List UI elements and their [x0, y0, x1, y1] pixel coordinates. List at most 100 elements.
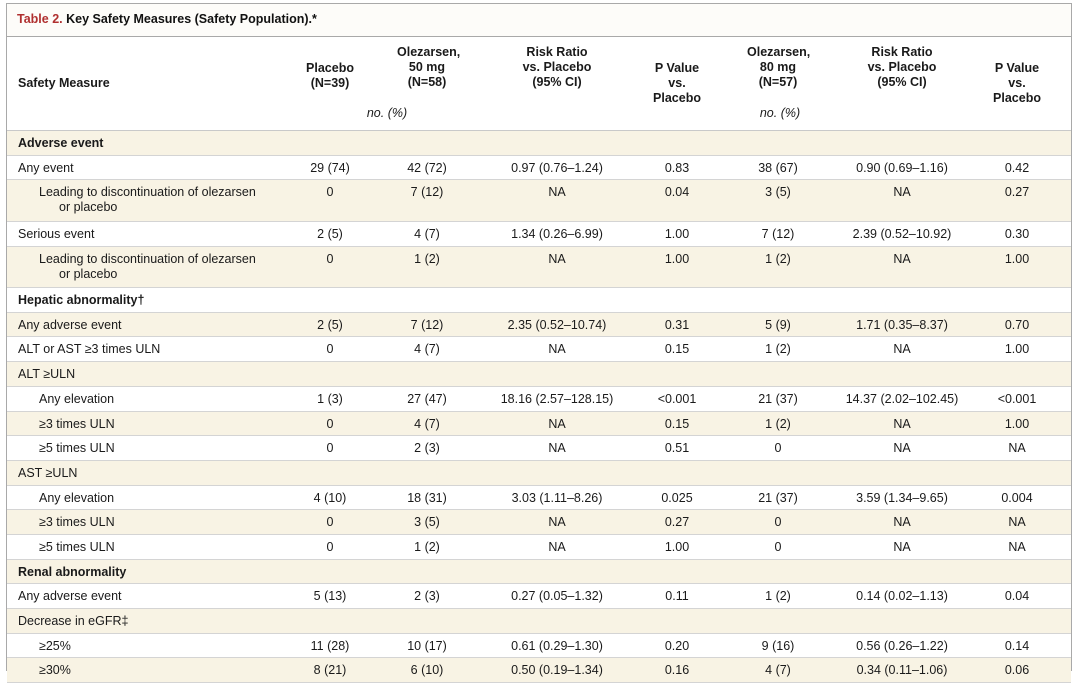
table-cell: 11 (28) [310, 638, 350, 653]
table-cell: 0.025 [661, 490, 693, 505]
table-cell: 3 (5) [765, 185, 791, 200]
table-cell: NA [548, 539, 566, 554]
table-cell: NA [893, 539, 911, 554]
table-number: Table 2. [17, 12, 63, 26]
table-cell: 0 [774, 441, 782, 456]
row-label: Leading to discontinuation of olezarsen o… [39, 185, 256, 215]
table-cell: 14.37 (2.02–102.45) [845, 391, 959, 406]
table-cell: 0 [326, 251, 334, 266]
table-cell: NA [893, 515, 911, 530]
table-cell: 1 (2) [765, 589, 791, 604]
table-cell: 2.35 (0.52–10.74) [507, 317, 607, 332]
table-cell: 0.14 [1004, 638, 1030, 653]
table-cell: 9 (16) [761, 638, 795, 653]
row-label: Any event [18, 160, 74, 175]
table-row: Hepatic abnormality† [7, 288, 1071, 313]
table-cell: 8 (21) [313, 663, 347, 678]
table-row: ≥5 times ULN 0 2 (3) NA 0.51 0 NA NA [7, 436, 1071, 461]
table-cell: 0.97 (0.76–1.24) [511, 160, 603, 175]
table-cell: 6 (10) [410, 663, 444, 678]
table-cell: <0.001 [657, 391, 697, 406]
table-row: AST ≥ULN [7, 460, 1071, 486]
col-header-placebo: Placebo (N=39) [306, 61, 354, 90]
table-cell: 1.00 [1004, 342, 1030, 357]
table-cell: 3.59 (1.34–9.65) [856, 490, 948, 505]
table-cell: NA [893, 185, 911, 200]
table-cell: 4 (7) [414, 416, 440, 431]
table-cell: 0.14 (0.02–1.13) [856, 589, 948, 604]
table-cell: 18.16 (2.57–128.15) [500, 391, 614, 406]
table-cell: 0.70 [1004, 317, 1030, 332]
table-cell: NA [548, 251, 566, 266]
row-label: Renal abnormality [18, 564, 127, 579]
table-cell: NA [893, 251, 911, 266]
row-label: Any adverse event [18, 589, 122, 604]
table-row: Decrease in eGFR‡ [7, 609, 1071, 634]
table-cell: NA [893, 441, 911, 456]
table-cell: 3.03 (1.11–8.26) [511, 490, 603, 505]
table-cell: NA [548, 342, 566, 357]
table-cell: 2 (5) [317, 226, 343, 241]
table-row: ≥5 times ULN 0 1 (2) NA 1.00 0 NA NA [7, 535, 1071, 560]
table-cell: 0.04 [664, 185, 690, 200]
table-cell: 42 (72) [407, 160, 447, 175]
table-cell: 0 [326, 416, 334, 431]
table-cell: 0.56 (0.26–1.22) [856, 638, 948, 653]
table-row: Serious event 2 (5) 4 (7) 1.34 (0.26–6.99) 1… [7, 222, 1071, 247]
table-cell: NA [1008, 441, 1026, 456]
table-cell: 1.00 [1004, 416, 1030, 431]
table-cell: 0 [326, 185, 334, 200]
table-cell: 1 (2) [765, 251, 791, 266]
col-header-olezarsen-50: Olezarsen, 50 mg (N=58) [397, 45, 461, 89]
table-cell: 0.16 [664, 663, 690, 678]
row-label: Any elevation [39, 391, 115, 406]
col-header-pvalue-80: P Value vs. Placebo [993, 61, 1041, 105]
table-row: ≥30% 8 (21) 6 (10) 0.50 (0.19–1.34) 0.16 4 (7… [7, 658, 1071, 683]
table-cell: NA [548, 515, 566, 530]
table-row: Leading to discontinuation of olezarsen o… [7, 246, 1071, 289]
table-cell: 21 (37) [758, 391, 798, 406]
table-cell: 1 (3) [317, 391, 343, 406]
table-cell: NA [1008, 539, 1026, 554]
row-label: ≥5 times ULN [39, 539, 115, 554]
table-cell: NA [548, 416, 566, 431]
table-cell: NA [548, 185, 566, 200]
table-cell: 0.83 [664, 160, 690, 175]
table-cell: 0.61 (0.29–1.30) [511, 638, 603, 653]
table-title: Key Safety Measures (Safety Population).… [66, 12, 317, 26]
table-cell: 10 (17) [407, 638, 447, 653]
row-label: ≥5 times ULN [39, 441, 115, 456]
table-cell: 0.27 (0.05–1.32) [511, 589, 603, 604]
table-cell: 0.15 [664, 416, 690, 431]
row-label: ALT ≥ULN [18, 367, 76, 382]
table-cell: 0.34 (0.11–1.06) [856, 663, 948, 678]
row-label: Any adverse event [18, 317, 122, 332]
table-row: Renal abnormality [7, 559, 1071, 585]
table-cell: 0 [774, 539, 782, 554]
table-cell: 1.00 [664, 251, 690, 266]
table-cell: 4 (7) [414, 342, 440, 357]
table-cell: 0.004 [1001, 490, 1033, 505]
table-cell: 1.00 [1004, 251, 1030, 266]
table-row: ALT or AST ≥3 times ULN 0 4 (7) NA 0.15 1 (2)… [7, 337, 1071, 363]
unit-label-50: no. (%) [366, 106, 408, 120]
table-cell: 1 (2) [765, 342, 791, 357]
table-cell: 0 [326, 342, 334, 357]
table-row: Adverse event [7, 131, 1071, 156]
table-cell: 0.42 [1004, 160, 1030, 175]
row-label: Serious event [18, 226, 95, 241]
table-header: Safety Measure Placebo (N=39) Olezarsen, 5… [7, 37, 1071, 131]
row-label: Any elevation [39, 490, 115, 505]
table-cell: 0.20 [664, 638, 690, 653]
table-cell: 18 (31) [407, 490, 447, 505]
table-row: ≥3 times ULN 0 4 (7) NA 0.15 1 (2) NA 1.00 [7, 411, 1071, 437]
table-cell: 5 (9) [765, 317, 791, 332]
table-cell: 0 [326, 539, 334, 554]
table-cell: 0 [326, 441, 334, 456]
table-cell: 1.34 (0.26–6.99) [511, 226, 603, 241]
table-cell: 0.90 (0.69–1.16) [856, 160, 948, 175]
row-label: ≥3 times ULN [39, 515, 115, 530]
table-cell: 4 (7) [414, 226, 440, 241]
row-label: ≥30% [39, 663, 71, 678]
table-cell: 29 (74) [310, 160, 350, 175]
